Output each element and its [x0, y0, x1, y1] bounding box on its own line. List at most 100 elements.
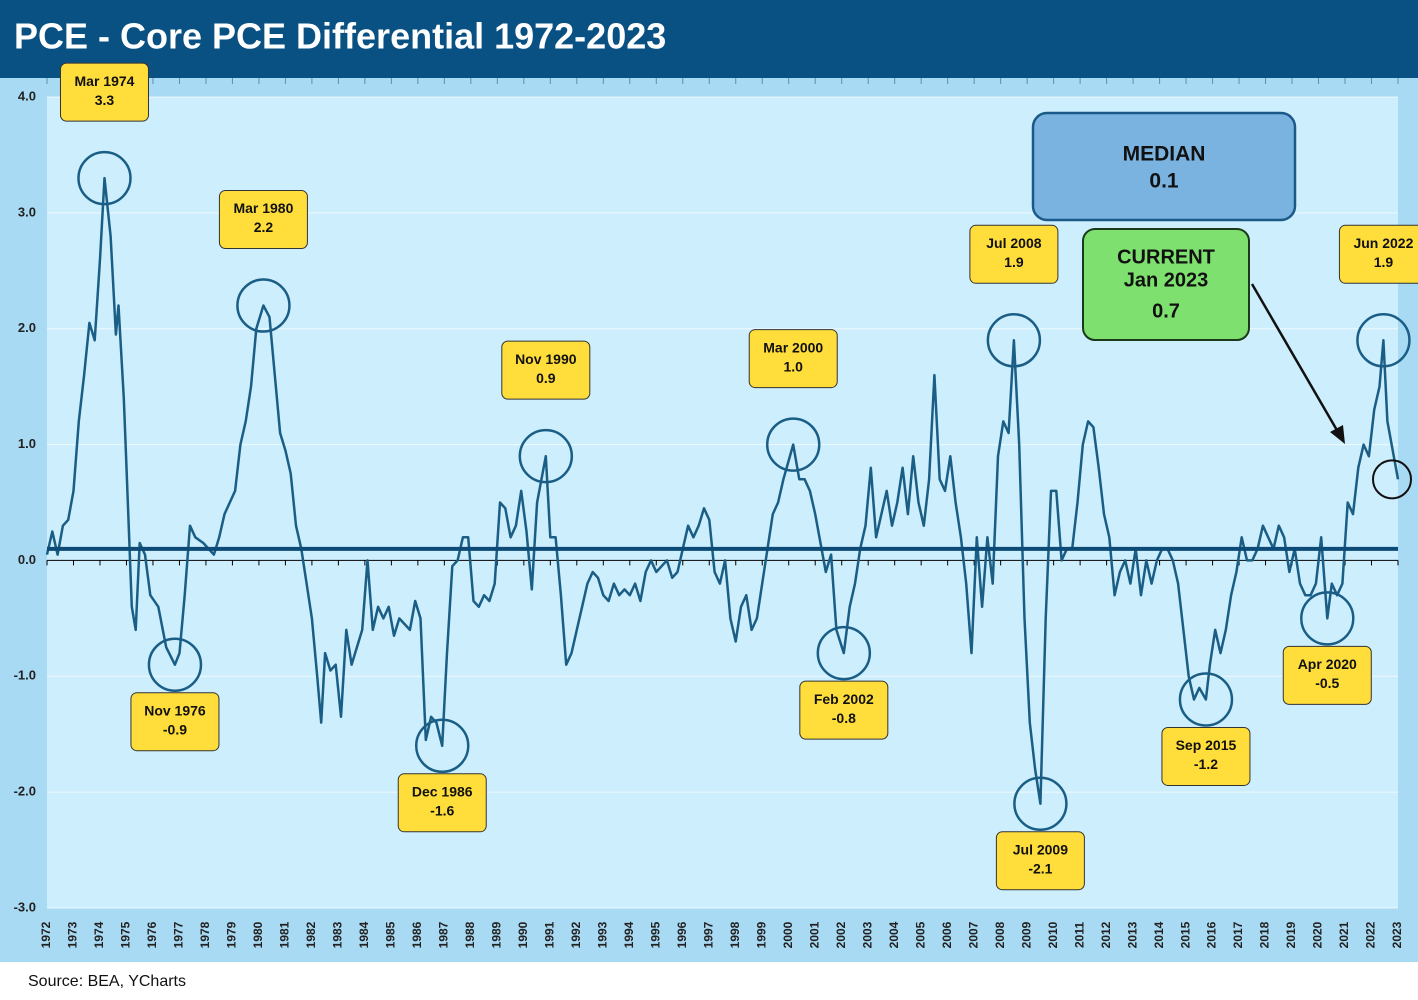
callout-value: 0.9: [536, 370, 556, 386]
x-tick-label: 1982: [304, 921, 318, 948]
x-tick-label: 2021: [1337, 921, 1351, 948]
callout-date: Mar 2000: [763, 339, 823, 355]
y-tick-label: -1.0: [14, 668, 36, 683]
callout-box: [1161, 726, 1251, 786]
callout-value: -2.1: [1028, 860, 1052, 876]
x-tick-label: 1976: [145, 921, 159, 948]
x-tick-label: 1996: [675, 921, 689, 948]
y-tick-label: -2.0: [14, 784, 36, 799]
x-tick-label: 2000: [781, 921, 795, 948]
x-tick-label: 1980: [251, 921, 265, 948]
x-tick-label: 2014: [1152, 921, 1166, 948]
x-tick-label: 2018: [1258, 921, 1272, 948]
y-tick-label: 4.0: [18, 88, 36, 103]
x-tick-label: 1975: [119, 921, 133, 948]
callout-box: [397, 773, 487, 833]
highlight-circle: [1356, 313, 1411, 368]
x-tick-label: 2004: [887, 921, 901, 948]
highlight-circle: [518, 428, 574, 484]
callout-date: Dec 1986: [412, 784, 473, 800]
x-tick-label: 1990: [516, 921, 530, 948]
callout-date: Apr 2020: [1298, 656, 1357, 672]
highlight-circle: [986, 313, 1042, 368]
x-tick-label: 1985: [384, 921, 398, 948]
callout-value: 1.0: [783, 358, 803, 374]
y-tick-label: -3.0: [14, 899, 36, 914]
callout-box: [218, 190, 308, 250]
callout-date: Jul 2009: [1013, 841, 1068, 857]
highlight-circle: [816, 625, 872, 681]
callout-box: [748, 329, 838, 389]
median-box: [1031, 111, 1297, 222]
y-tick-label: 1.0: [18, 436, 36, 451]
series-line: [45, 176, 1400, 805]
y-tick-label: 0.0: [18, 552, 36, 567]
median-label: MEDIAN: [1123, 143, 1206, 166]
x-tick-label: 1997: [701, 921, 715, 948]
x-tick-label: 1977: [172, 921, 186, 948]
x-tick-label: 1973: [66, 921, 80, 948]
title-band: [0, 0, 1418, 78]
x-tick-label: 1995: [648, 921, 662, 948]
x-tick-label: 1979: [225, 921, 239, 948]
x-tick-label: 2019: [1284, 921, 1298, 948]
x-tick-label: 1991: [542, 921, 556, 948]
callout-value: -1.2: [1194, 756, 1218, 772]
x-tick-label: 2017: [1231, 921, 1245, 948]
callout-box: [501, 340, 591, 400]
arrow-head: [1330, 425, 1345, 444]
x-tick-label: 1978: [198, 921, 212, 948]
highlight-circle: [236, 278, 291, 333]
y-tick-label: 2.0: [18, 320, 36, 335]
callout-date: Mar 1980: [233, 200, 293, 216]
callout-date: Feb 2002: [814, 691, 874, 707]
x-tick-label: 1972: [39, 921, 53, 948]
callout-date: Mar 1974: [75, 73, 135, 89]
callout-box: [799, 680, 889, 740]
callout-value: 1.9: [1004, 254, 1024, 270]
x-tick-label: 1993: [595, 921, 609, 948]
arrow-shaft: [1250, 283, 1340, 433]
x-tick-label: 1974: [92, 921, 106, 948]
callout-date: Jul 2008: [986, 235, 1041, 251]
x-tick-label: 2020: [1311, 921, 1325, 948]
callout-box: [59, 62, 149, 122]
x-tick-label: 2007: [966, 921, 980, 948]
median-value: 0.1: [1149, 170, 1179, 193]
x-tick-label: 2022: [1364, 921, 1378, 948]
highlight-circle: [765, 417, 821, 472]
callout-value: 3.3: [95, 92, 115, 108]
x-tick-label: 2013: [1125, 921, 1139, 948]
x-tick-label: 1998: [728, 921, 742, 948]
current-value: 0.7: [1152, 300, 1180, 322]
x-tick-label: 1999: [754, 921, 768, 948]
callout-date: Jun 2022: [1353, 235, 1413, 251]
highlight-circle: [1300, 591, 1355, 646]
x-tick-label: 1992: [569, 921, 583, 948]
callout-value: 1.9: [1374, 254, 1394, 270]
x-tick-label: 2002: [834, 921, 848, 948]
callout-value: 2.2: [254, 219, 274, 235]
current-date: Jan 2023: [1124, 269, 1209, 291]
callout-box: [130, 692, 220, 752]
x-tick-label: 1988: [463, 921, 477, 948]
callout-box: [1338, 224, 1418, 284]
x-tick-label: 2001: [807, 921, 821, 948]
current-box: [1082, 228, 1250, 341]
x-tick-label: 1994: [622, 921, 636, 948]
callout-box: [969, 224, 1059, 284]
x-tick-label: 2005: [913, 921, 927, 948]
callout-box: [995, 831, 1085, 891]
current-circle: [1372, 459, 1412, 500]
y-tick-label: 3.0: [18, 204, 36, 219]
x-tick-label: 2006: [940, 921, 954, 948]
x-tick-label: 1986: [410, 921, 424, 948]
chart-title: PCE - Core PCE Differential 1972-2023: [14, 16, 666, 57]
x-tick-label: 1981: [278, 921, 292, 948]
x-tick-label: 2010: [1046, 921, 1060, 948]
x-tick-label: 1983: [331, 921, 345, 948]
callout-value: -1.6: [430, 803, 454, 819]
highlight-circle: [77, 150, 132, 206]
